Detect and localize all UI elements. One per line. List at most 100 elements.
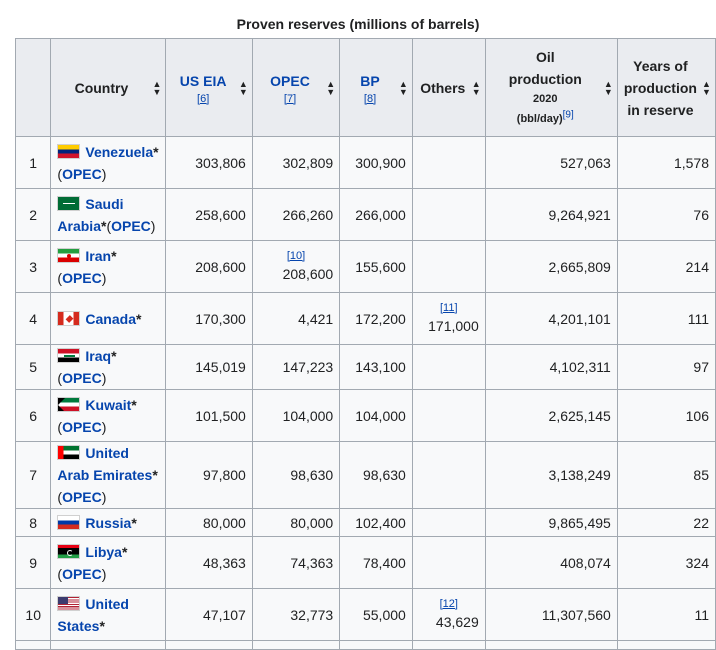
years-value: 1,578 <box>673 154 709 171</box>
others-header[interactable]: Others ▲ ▼ <box>411 38 486 137</box>
sort-icon[interactable]: ▲ ▼ <box>238 78 248 97</box>
production-value-cell: 2,625,145 <box>484 389 618 442</box>
oil-production-header[interactable]: Oil production 2020 (bbl/day)[9] ▲ ▼ <box>484 38 618 137</box>
country-link[interactable]: Venezuela <box>85 143 154 160</box>
others-header-label: Others <box>420 79 466 96</box>
us-eia-value: 170,300 <box>195 310 246 327</box>
sort-icon[interactable]: ▲ ▼ <box>152 78 162 97</box>
country-link[interactable]: Canada <box>85 310 136 327</box>
opec-link[interactable]: OPEC <box>270 72 310 89</box>
table-row: 8 Russia* 80,000 80,000 102,400 9,865,495 22 <box>14 508 716 537</box>
country-cell: Canada* <box>50 292 167 345</box>
us-eia-value: 80,000 <box>203 514 246 531</box>
others-value-cell <box>411 389 486 442</box>
bp-value-cell: 300,900 <box>339 136 413 189</box>
country-link[interactable]: Iraq <box>85 348 112 364</box>
opec-member-link[interactable]: OPEC <box>62 370 102 386</box>
us-eia-value: 258,600 <box>195 206 246 223</box>
rank-value: 5 <box>29 359 38 375</box>
years-value: 111 <box>687 310 709 327</box>
table-row: 7 United Arab Emirates*(OPEC) 97,800 98,630… <box>14 441 716 509</box>
sort-icon[interactable]: ▲ ▼ <box>471 78 481 97</box>
sort-icon[interactable]: ▲ ▼ <box>603 78 613 97</box>
rank-cell: 7 <box>14 441 52 509</box>
opec-value-cell: 147,223 <box>251 344 341 390</box>
opec-value: 80,000 <box>290 514 334 531</box>
us-eia-value-cell: 97,800 <box>165 441 253 509</box>
kuwait-flag-icon <box>57 396 81 412</box>
opec-member-link[interactable]: OPEC <box>62 565 102 582</box>
citation-link[interactable]: [10] <box>286 249 306 262</box>
us-eia-header[interactable]: US EIA [6] ▲ ▼ <box>165 38 253 137</box>
years-value: 324 <box>685 554 709 571</box>
opec-header[interactable]: OPEC [7] ▲ ▼ <box>251 38 341 137</box>
rank-cell: 2 <box>14 188 52 241</box>
bp-link[interactable]: BP <box>360 72 380 89</box>
country-header[interactable]: Country ▲ ▼ <box>50 38 167 137</box>
bp-ref-link[interactable]: [8] <box>363 92 377 105</box>
us-eia-ref-link[interactable]: [6] <box>197 92 210 105</box>
bp-value: 172,200 <box>355 310 406 327</box>
us-eia-value-cell: 47,107 <box>165 588 253 641</box>
opec-member-link[interactable]: OPEC <box>62 269 102 286</box>
opec-value-cell: 4,421 <box>251 292 341 345</box>
country-cell: Russia* <box>50 508 167 537</box>
table-row: 10 United States* 47,107 32,773 55,000 [12] 43… <box>14 588 716 641</box>
country-link[interactable]: Kuwait <box>85 396 132 413</box>
sort-icon[interactable]: ▲ ▼ <box>326 78 336 97</box>
uae-flag-icon <box>57 445 81 460</box>
production-value-cell: 4,102,311 <box>484 344 618 390</box>
opec-value: 104,000 <box>282 407 334 424</box>
production-value-cell: 408,074 <box>484 536 618 589</box>
oil-production-label-2: production <box>508 70 582 87</box>
sort-icon[interactable]: ▲ ▼ <box>398 78 408 97</box>
rank-cell: 8 <box>14 508 52 537</box>
opec-member-link[interactable]: OPEC <box>62 418 102 435</box>
oil-production-ref-link[interactable]: [9] <box>562 108 574 120</box>
country-suffix: * <box>99 617 105 634</box>
country-link[interactable]: Saudi Arabia <box>57 195 124 234</box>
opec-member-link[interactable]: OPEC <box>62 489 102 505</box>
us-eia-value: 97,800 <box>203 467 246 483</box>
years-value: 76 <box>693 206 709 223</box>
country-suffix: * <box>152 467 158 483</box>
years-value-cell: 22 <box>616 508 716 537</box>
country-link[interactable]: Libya <box>85 543 122 560</box>
country-link[interactable]: Russia <box>85 514 132 531</box>
opec-value: 98,630 <box>290 467 334 483</box>
country-link[interactable]: Iran <box>85 247 112 264</box>
bp-value: 300,900 <box>355 154 406 171</box>
opec-member-link[interactable]: OPEC <box>62 165 102 182</box>
table-cell <box>251 640 341 650</box>
us-eia-value: 303,806 <box>195 154 246 171</box>
table-caption: Proven reserves (millions of barrels) <box>236 16 480 32</box>
saudi-arabia-flag-icon <box>57 195 81 211</box>
country-cell: United States* <box>50 588 167 641</box>
years-value-cell: 85 <box>616 441 716 509</box>
citation-link[interactable]: [11] <box>440 301 458 314</box>
opec-member-link[interactable]: OPEC <box>111 217 151 234</box>
rank-value: 2 <box>29 206 38 223</box>
country-link[interactable]: United Arab Emirates <box>57 445 153 483</box>
citation-link[interactable]: [12] <box>439 597 458 610</box>
sort-icon[interactable]: ▲ ▼ <box>702 78 711 97</box>
us-eia-value-cell: 145,019 <box>165 344 253 390</box>
opec-ref-link[interactable]: [7] <box>283 92 297 105</box>
others-value-cell <box>411 188 486 241</box>
canada-flag-icon <box>57 310 81 326</box>
us-eia-link[interactable]: US EIA <box>179 72 227 89</box>
country-suffix: * <box>121 543 128 560</box>
production-value: 527,063 <box>560 154 611 171</box>
us-eia-value-cell: 170,300 <box>165 292 253 345</box>
bp-header[interactable]: BP [8] ▲ ▼ <box>339 38 413 137</box>
years-value-cell: 111 <box>616 292 716 345</box>
others-value-cell <box>411 536 486 589</box>
years-value: 106 <box>685 407 709 424</box>
production-value-cell: 3,138,249 <box>484 441 618 509</box>
table-row: 9 Libya*(OPEC) 48,363 74,363 78,400 408,074 32… <box>14 536 716 589</box>
opec-value-cell: [10] 208,600 <box>251 240 341 293</box>
years-header[interactable]: Years of production in reserve ▲ ▼ <box>616 38 716 137</box>
us-eia-value: 47,107 <box>203 606 246 623</box>
others-value-cell: [11] 171,000 <box>411 292 486 345</box>
years-value-cell: 324 <box>616 536 716 589</box>
